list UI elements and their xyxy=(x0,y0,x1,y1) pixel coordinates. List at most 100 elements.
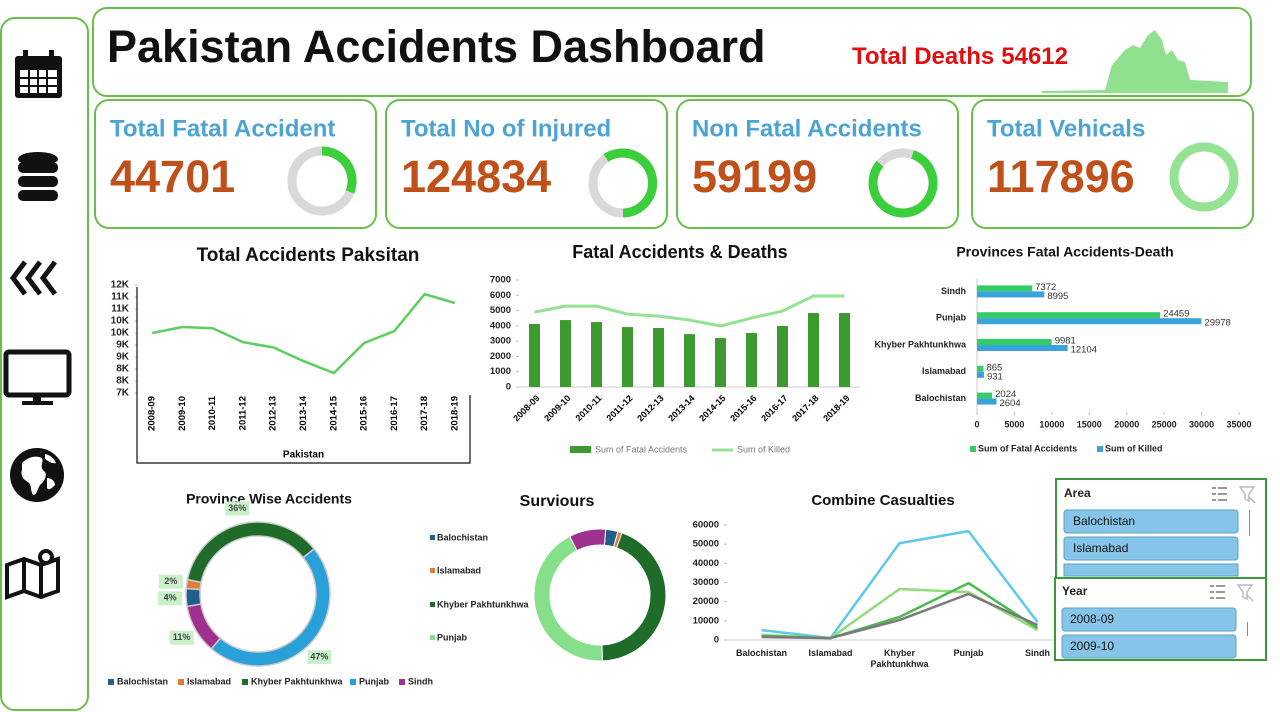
kpi-card: Total Vehicals 117896 xyxy=(971,99,1254,229)
x-tick-label: 2013-14 xyxy=(298,395,309,431)
donut-slice xyxy=(568,528,607,552)
y-tick-label: 0 xyxy=(714,635,719,646)
x-tick-label: Punjab xyxy=(953,648,984,658)
data-label: 24459 xyxy=(1163,309,1189,320)
axis-frame xyxy=(136,287,471,464)
globe-icon[interactable] xyxy=(10,448,64,502)
y-tick-label: 1000 xyxy=(490,366,511,377)
total-deaths: Total Deaths 54612 xyxy=(852,43,1068,70)
header-box xyxy=(92,7,1252,97)
x-tick-label-box: Sindh xyxy=(1025,648,1050,658)
x-tick-label: 2011-12 xyxy=(605,393,635,423)
x-tick-label: 15000 xyxy=(1077,419,1102,429)
x-tick-label: 2013-14 xyxy=(666,393,696,423)
data-label: 2024 xyxy=(995,389,1016,400)
slicer-item[interactable] xyxy=(1063,509,1239,534)
scrollbar[interactable] xyxy=(1249,510,1250,536)
x-tick-label: 10000 xyxy=(1039,419,1064,429)
slicer-item[interactable] xyxy=(1061,634,1237,659)
donut-slice xyxy=(533,535,604,662)
x-tick-label: 2014-15 xyxy=(328,395,339,431)
year-slicer[interactable]: Year 2008-09 2009-10 xyxy=(1054,577,1267,661)
kpi-title: Total No of Injured xyxy=(401,115,611,142)
x-tick-label-box: Punjab xyxy=(953,648,984,658)
back-icon[interactable] xyxy=(9,260,57,296)
sidebar xyxy=(0,17,89,711)
calendar-icon[interactable] xyxy=(15,50,62,98)
bar xyxy=(977,345,1068,351)
x-tick-label: 2017-18 xyxy=(790,393,820,423)
kpi-value: 117896 xyxy=(987,151,1135,202)
total-deaths-label: Total Deaths xyxy=(852,43,994,70)
x-tick-label: 2015-16 xyxy=(728,393,758,423)
map-icon[interactable] xyxy=(5,549,60,600)
slicer-item[interactable] xyxy=(1061,607,1237,632)
area-slicer[interactable]: Area Balochistan Islamabad xyxy=(1055,478,1267,579)
y-tick-label: Islamabad xyxy=(922,366,966,376)
chart-title: Surviours xyxy=(520,493,595,510)
y-tick-label: 2000 xyxy=(490,351,511,362)
bar xyxy=(977,318,1202,325)
data-label: 865 xyxy=(986,362,1002,373)
legend-swatch xyxy=(178,679,184,685)
data-label: 8995 xyxy=(1047,291,1068,302)
x-tick-label: 2012-13 xyxy=(268,396,279,431)
y-tick-label: 3000 xyxy=(490,336,511,347)
donut-slice xyxy=(186,521,316,584)
legend-label: Punjab xyxy=(437,632,468,642)
data-label: 2% xyxy=(164,576,177,586)
legend-label: Sum of Fatal Accidents xyxy=(978,443,1077,453)
x-tick-label: 2010-11 xyxy=(574,393,604,423)
database-icon[interactable] xyxy=(18,152,58,201)
data-label-box xyxy=(225,501,250,516)
y-tick-label: 8K xyxy=(116,364,130,375)
data-label: 4% xyxy=(164,593,177,603)
legend-label: Islamabad xyxy=(437,565,481,575)
legend-label: Sum of Fatal Accidents xyxy=(595,444,688,454)
y-tick-label: 30000 xyxy=(693,577,719,588)
legend-swatch xyxy=(108,679,114,685)
y-tick-label: 10K xyxy=(111,316,130,327)
x-axis-label: Pakistan xyxy=(283,450,324,461)
x-tick-label: Khyber Pakhtunkhwa xyxy=(870,648,929,669)
kpi-card: Non Fatal Accidents 59199 xyxy=(676,99,959,229)
charts: Total Accidents Paksitan7K8K8K9K9K10K10K… xyxy=(108,242,1252,686)
x-tick-label: 20000 xyxy=(1114,419,1139,429)
slicer-item-label: 2009-10 xyxy=(1070,639,1114,653)
kpi-card: Total No of Injured 124834 xyxy=(385,99,668,229)
line-series xyxy=(151,292,456,375)
bar xyxy=(591,322,602,387)
bar xyxy=(622,327,633,387)
slicer-item[interactable] xyxy=(1063,563,1239,577)
y-tick-label: 0 xyxy=(506,382,511,393)
slicer-item-label: Balochistan xyxy=(1073,514,1135,528)
line-series xyxy=(534,294,845,328)
data-label-box xyxy=(158,591,183,606)
bar xyxy=(977,312,1161,319)
x-tick-label: 2016-17 xyxy=(759,393,789,423)
bar xyxy=(653,327,664,387)
kpi-value: 124834 xyxy=(401,151,551,202)
y-tick-label: 40000 xyxy=(693,558,719,569)
x-tick-label: 5000 xyxy=(1004,419,1024,429)
bar xyxy=(977,392,993,399)
data-label: 47% xyxy=(310,651,328,661)
data-label-box xyxy=(169,630,194,645)
legend-swatch xyxy=(1097,446,1103,452)
data-label: 931 xyxy=(987,371,1003,382)
y-tick-label: 9K xyxy=(116,340,130,351)
legend-label: Khyber Pakhtunkhwa xyxy=(437,599,530,609)
x-tick-label: 2016-17 xyxy=(389,396,400,431)
monitor-icon[interactable] xyxy=(3,349,72,405)
bar xyxy=(977,291,1045,298)
slicer-item[interactable] xyxy=(1063,536,1239,561)
total-deaths-value: 54612 xyxy=(1001,43,1068,70)
scrollbar[interactable] xyxy=(1247,622,1248,636)
line-series xyxy=(761,592,1039,640)
legend-swatch xyxy=(430,568,435,573)
kpi-value: 44701 xyxy=(110,151,235,202)
y-tick-label: Balochistan xyxy=(915,393,966,403)
legend-swatch xyxy=(430,602,435,607)
data-label: 36% xyxy=(228,503,246,513)
